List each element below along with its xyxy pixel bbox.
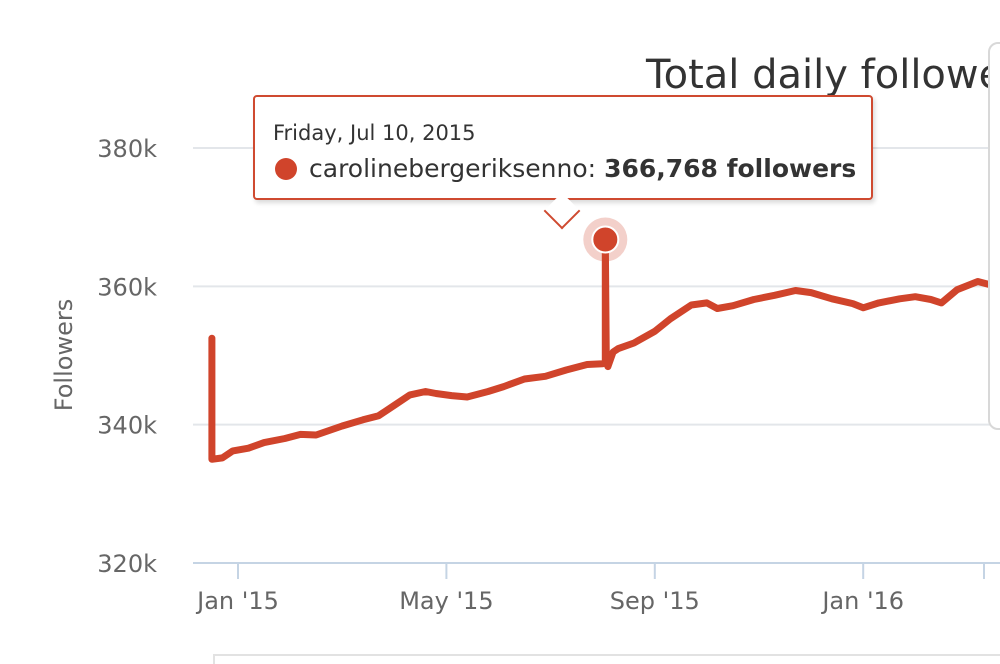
series-line-carolinebergeriksenno — [208, 236, 1000, 463]
data-tooltip: Friday, Jul 10, 2015 carolinebergeriksen… — [253, 95, 873, 230]
tooltip-series-name: carolinebergeriksenno: — [309, 154, 597, 183]
grid-lines — [193, 147, 1000, 564]
highlight-point — [591, 225, 620, 254]
tooltip-value-line: carolinebergeriksenno: 366,768 followers — [275, 154, 856, 183]
side-panel[interactable] — [988, 42, 1000, 430]
y-tick-label-320k: 320k — [97, 550, 157, 578]
series-layer — [208, 236, 1000, 463]
y-tick-label-360k: 360k — [97, 273, 157, 301]
y-tick-label-380k: 380k — [97, 135, 157, 163]
tooltip-date: Friday, Jul 10, 2015 — [273, 121, 476, 145]
series-dot-icon — [275, 157, 297, 180]
x-tick-label-May15: May '15 — [399, 587, 493, 615]
x-tick-label-Sep15: Sep '15 — [610, 587, 700, 615]
chart-title: Total daily followe — [646, 52, 1000, 98]
marker-layer — [583, 217, 628, 262]
tooltip-value: 366,768 followers — [604, 154, 857, 183]
axes: 320k 340k 360k 380k Jan '15 May '15 Sep '15 Jan… — [50, 135, 985, 615]
x-tick-label-Jan15: Jan '15 — [195, 587, 279, 615]
y-tick-label-340k: 340k — [97, 412, 157, 440]
bottom-panel — [213, 654, 1000, 664]
y-axis-label: Followers — [50, 299, 78, 411]
x-tick-label-Jan16: Jan '16 — [820, 587, 904, 615]
